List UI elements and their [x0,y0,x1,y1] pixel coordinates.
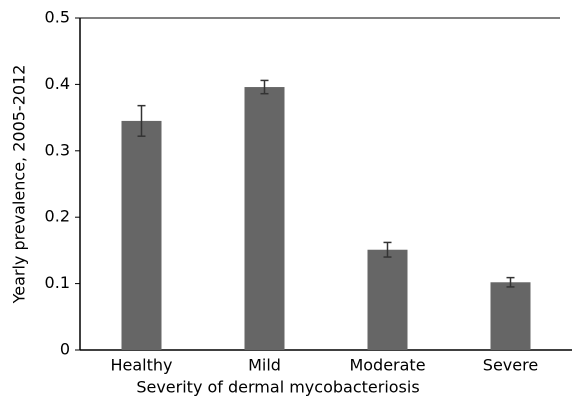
error-bar [260,79,269,95]
bar [244,87,285,350]
y-tick-label: 0.3 [45,140,70,159]
y-tick-label: 0.2 [45,207,70,226]
bar [367,249,408,350]
y-tick-label: 0.4 [45,74,70,93]
x-tick-label: Severe [483,356,538,375]
x-tick-label: Moderate [349,356,425,375]
y-tick-label: 0 [60,340,70,359]
error-bar [506,276,515,288]
bar [121,120,162,350]
y-tick-label: 0.5 [45,8,70,27]
y-axis-label: Yearly prevalence, 2005-2012 [10,65,29,305]
error-bar [137,104,146,137]
error-bar [383,241,392,258]
bar [490,282,531,350]
x-axis-label: Severity of dermal mycobacteriosis [136,378,419,397]
x-tick-label: Mild [248,356,281,375]
y-tick-label: 0.1 [45,273,70,292]
x-tick-label: Healthy [110,356,172,375]
